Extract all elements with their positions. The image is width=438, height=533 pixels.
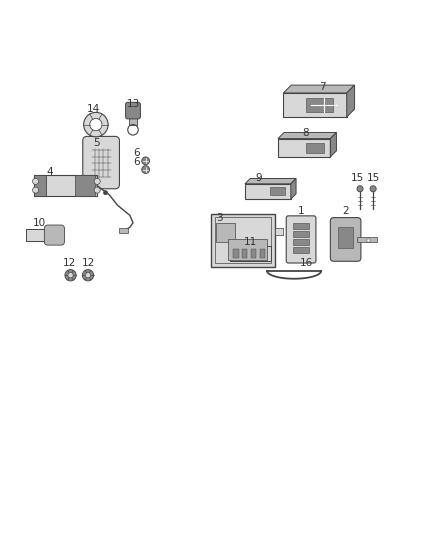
Circle shape xyxy=(357,185,363,192)
Circle shape xyxy=(142,166,150,174)
Text: 7: 7 xyxy=(319,83,326,93)
Bar xyxy=(245,184,291,199)
Polygon shape xyxy=(245,179,296,184)
Text: 14: 14 xyxy=(87,104,100,114)
Polygon shape xyxy=(347,85,355,117)
Text: 13: 13 xyxy=(127,99,141,109)
Text: 4: 4 xyxy=(46,167,53,177)
Bar xyxy=(242,248,247,258)
Bar xyxy=(306,99,332,111)
Circle shape xyxy=(370,185,376,192)
Text: 11: 11 xyxy=(244,237,257,247)
Circle shape xyxy=(94,187,100,193)
Bar xyxy=(293,231,309,237)
Bar xyxy=(34,175,97,196)
Circle shape xyxy=(94,179,100,184)
Bar xyxy=(278,139,330,157)
Polygon shape xyxy=(278,133,336,139)
Bar xyxy=(283,93,347,117)
Bar xyxy=(288,218,314,261)
Text: 10: 10 xyxy=(32,218,46,228)
Polygon shape xyxy=(291,179,296,199)
Bar xyxy=(367,239,370,242)
Text: 16: 16 xyxy=(300,258,313,268)
Bar xyxy=(216,223,235,241)
Bar xyxy=(270,188,285,195)
Bar xyxy=(293,247,309,253)
Polygon shape xyxy=(283,85,355,93)
Polygon shape xyxy=(330,133,336,157)
FancyBboxPatch shape xyxy=(286,216,316,263)
Text: 12: 12 xyxy=(63,259,76,269)
Circle shape xyxy=(84,112,108,137)
Text: 8: 8 xyxy=(302,128,309,139)
Bar xyxy=(260,248,265,258)
Circle shape xyxy=(142,157,150,165)
Bar xyxy=(275,228,283,235)
Bar xyxy=(251,248,256,258)
Bar xyxy=(293,223,309,229)
Text: 9: 9 xyxy=(255,173,261,183)
Bar xyxy=(306,143,324,152)
FancyBboxPatch shape xyxy=(126,102,141,119)
Bar xyxy=(230,246,271,261)
Bar xyxy=(119,228,128,233)
Text: 15: 15 xyxy=(367,173,380,183)
Text: 2: 2 xyxy=(343,206,349,216)
Bar xyxy=(233,248,239,258)
Text: 6: 6 xyxy=(134,148,140,158)
Bar xyxy=(34,175,46,196)
Circle shape xyxy=(65,270,76,281)
Bar xyxy=(212,214,275,266)
Circle shape xyxy=(90,118,102,131)
Bar xyxy=(215,217,272,263)
Text: 6: 6 xyxy=(134,157,140,167)
Bar xyxy=(338,227,353,248)
FancyBboxPatch shape xyxy=(83,136,120,189)
Text: 12: 12 xyxy=(81,259,95,269)
Circle shape xyxy=(103,190,108,195)
Circle shape xyxy=(32,179,39,184)
Circle shape xyxy=(68,272,73,278)
FancyBboxPatch shape xyxy=(330,217,361,261)
Bar xyxy=(129,116,137,125)
Bar xyxy=(228,239,267,261)
Bar xyxy=(357,237,377,242)
Bar xyxy=(75,175,95,196)
FancyBboxPatch shape xyxy=(44,225,64,245)
Bar xyxy=(26,229,54,241)
Text: 3: 3 xyxy=(216,214,223,223)
Circle shape xyxy=(85,272,91,278)
Bar xyxy=(293,239,309,245)
Text: 15: 15 xyxy=(351,173,364,183)
Text: 1: 1 xyxy=(298,206,304,216)
Circle shape xyxy=(82,270,94,281)
Circle shape xyxy=(32,187,39,193)
Text: 5: 5 xyxy=(93,139,100,148)
